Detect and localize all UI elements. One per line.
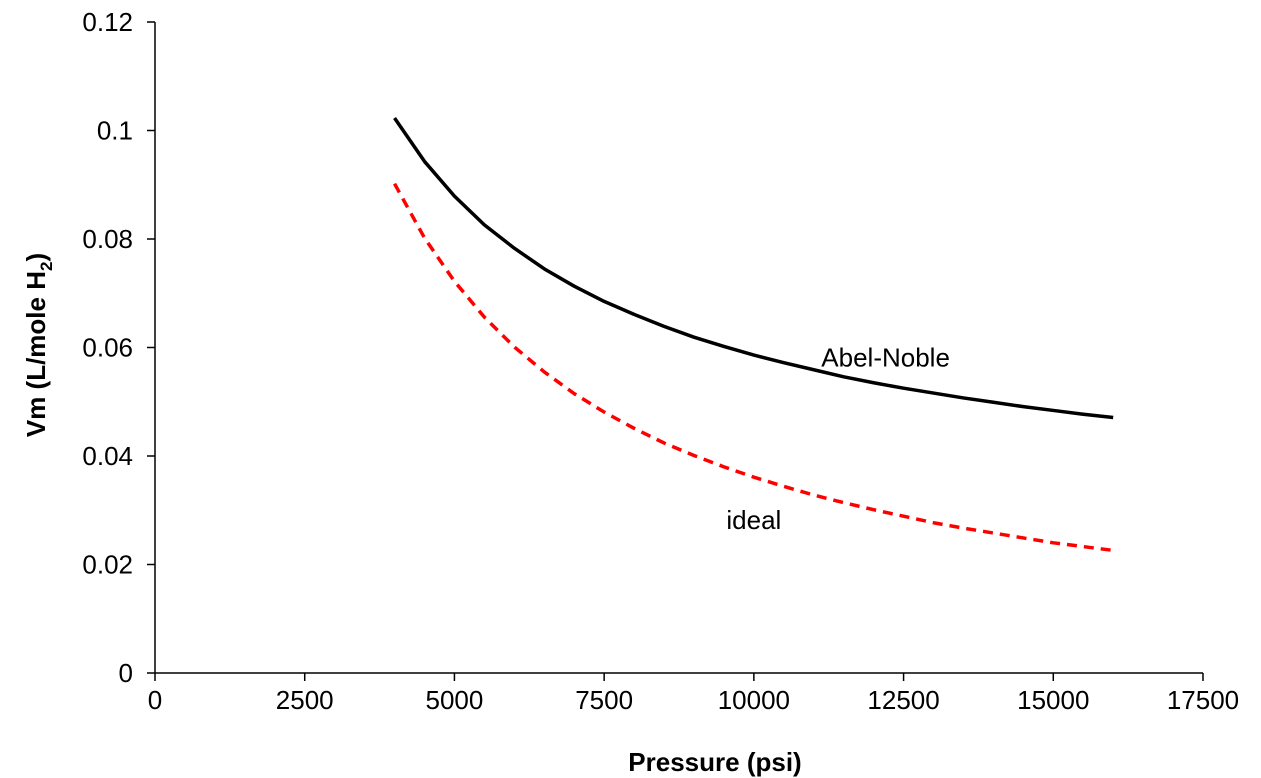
series-line-abel-noble [393, 117, 1114, 420]
x-axis-title: Pressure (psi) [628, 747, 801, 777]
y-axis-title-subscript: 2 [37, 262, 56, 271]
y-axis-title-main: Vm (L/mole H [21, 271, 51, 437]
x-tick-label: 12500 [867, 685, 939, 715]
y-tick-label: 0.06 [82, 333, 133, 363]
series-label-abel-noble: Abel-Noble [821, 342, 950, 372]
x-tick-label: 5000 [426, 685, 484, 715]
y-tick-label: 0 [119, 658, 133, 688]
series-layer [393, 117, 1114, 553]
y-tick-label: 0.08 [82, 224, 133, 254]
y-axis-ticks: 0 0.02 0.04 0.06 0.08 0.1 0.12 [82, 7, 155, 688]
x-tick-label: 0 [148, 685, 162, 715]
y-tick-label: 0.04 [82, 441, 133, 471]
y-tick-label: 0.02 [82, 550, 133, 580]
series-label-ideal: ideal [726, 505, 781, 535]
annotation-layer: Abel-Noble ideal [726, 342, 950, 535]
x-axis-ticks: 0 2500 5000 7500 10000 12500 15000 17500 [148, 673, 1239, 715]
x-tick-label: 15000 [1017, 685, 1089, 715]
x-tick-label: 10000 [718, 685, 790, 715]
y-axis-title: Vm (L/mole H2) [21, 253, 56, 437]
y-tick-label: 0.1 [97, 116, 133, 146]
y-tick-label: 0.12 [82, 7, 133, 37]
x-tick-label: 2500 [276, 685, 334, 715]
x-tick-label: 7500 [575, 685, 633, 715]
x-tick-label: 17500 [1167, 685, 1239, 715]
y-axis-title-suffix: ) [21, 253, 51, 262]
series-line-ideal [393, 182, 1114, 553]
